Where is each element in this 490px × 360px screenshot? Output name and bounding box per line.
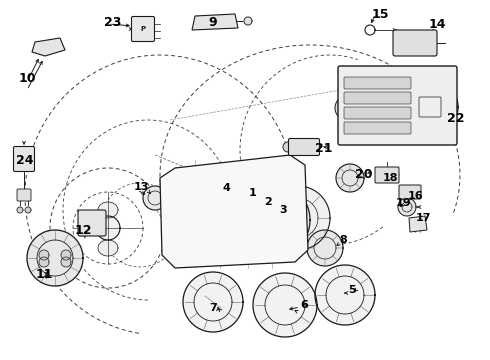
Text: 6: 6 (300, 300, 308, 310)
Polygon shape (39, 250, 49, 260)
FancyBboxPatch shape (78, 210, 106, 236)
Polygon shape (27, 230, 83, 286)
Polygon shape (32, 38, 65, 56)
Polygon shape (336, 164, 364, 192)
Polygon shape (25, 207, 31, 213)
Text: 22: 22 (447, 112, 465, 125)
Text: P: P (141, 26, 146, 32)
Polygon shape (307, 230, 343, 266)
FancyBboxPatch shape (14, 147, 34, 171)
Polygon shape (402, 79, 458, 135)
Polygon shape (17, 207, 23, 213)
Text: 3: 3 (279, 205, 287, 215)
FancyBboxPatch shape (344, 122, 411, 134)
Polygon shape (39, 257, 49, 267)
Polygon shape (143, 186, 167, 210)
Text: 1: 1 (249, 188, 257, 198)
FancyBboxPatch shape (393, 30, 437, 56)
Text: 10: 10 (18, 72, 36, 85)
Polygon shape (253, 273, 317, 337)
FancyBboxPatch shape (289, 139, 319, 156)
Polygon shape (61, 257, 71, 267)
Text: 15: 15 (371, 8, 389, 21)
Text: 19: 19 (395, 198, 411, 208)
FancyBboxPatch shape (399, 185, 421, 199)
Polygon shape (315, 265, 375, 325)
Text: 14: 14 (428, 18, 446, 31)
FancyBboxPatch shape (344, 77, 411, 89)
Polygon shape (90, 225, 95, 229)
Polygon shape (266, 186, 330, 250)
Polygon shape (98, 202, 118, 218)
Text: 9: 9 (209, 17, 217, 30)
Polygon shape (192, 14, 238, 30)
Polygon shape (183, 272, 243, 332)
Polygon shape (398, 198, 416, 216)
Text: 23: 23 (104, 15, 122, 28)
Text: 21: 21 (315, 143, 333, 156)
Polygon shape (61, 250, 71, 260)
Text: 20: 20 (355, 167, 373, 180)
FancyBboxPatch shape (338, 66, 457, 145)
Text: 7: 7 (209, 303, 217, 313)
Polygon shape (283, 142, 293, 152)
Polygon shape (409, 216, 427, 232)
Text: 12: 12 (74, 225, 92, 238)
Text: 8: 8 (339, 235, 347, 245)
FancyBboxPatch shape (131, 17, 154, 41)
Polygon shape (234, 182, 310, 258)
FancyBboxPatch shape (344, 107, 411, 119)
Polygon shape (85, 217, 91, 222)
Polygon shape (160, 155, 308, 268)
Text: 2: 2 (264, 197, 272, 207)
FancyBboxPatch shape (375, 167, 399, 183)
Text: 24: 24 (16, 153, 34, 166)
Text: 13: 13 (133, 182, 148, 192)
Text: 5: 5 (348, 285, 356, 295)
Text: 18: 18 (382, 173, 398, 183)
Text: 17: 17 (415, 213, 431, 223)
Text: 4: 4 (222, 183, 230, 193)
Polygon shape (196, 176, 280, 260)
Polygon shape (244, 17, 252, 25)
FancyBboxPatch shape (344, 92, 411, 104)
Text: 11: 11 (35, 269, 53, 282)
Polygon shape (98, 240, 118, 256)
Text: 16: 16 (407, 191, 423, 201)
FancyBboxPatch shape (17, 189, 31, 201)
Polygon shape (94, 217, 98, 222)
Polygon shape (96, 216, 120, 240)
Polygon shape (335, 98, 351, 118)
